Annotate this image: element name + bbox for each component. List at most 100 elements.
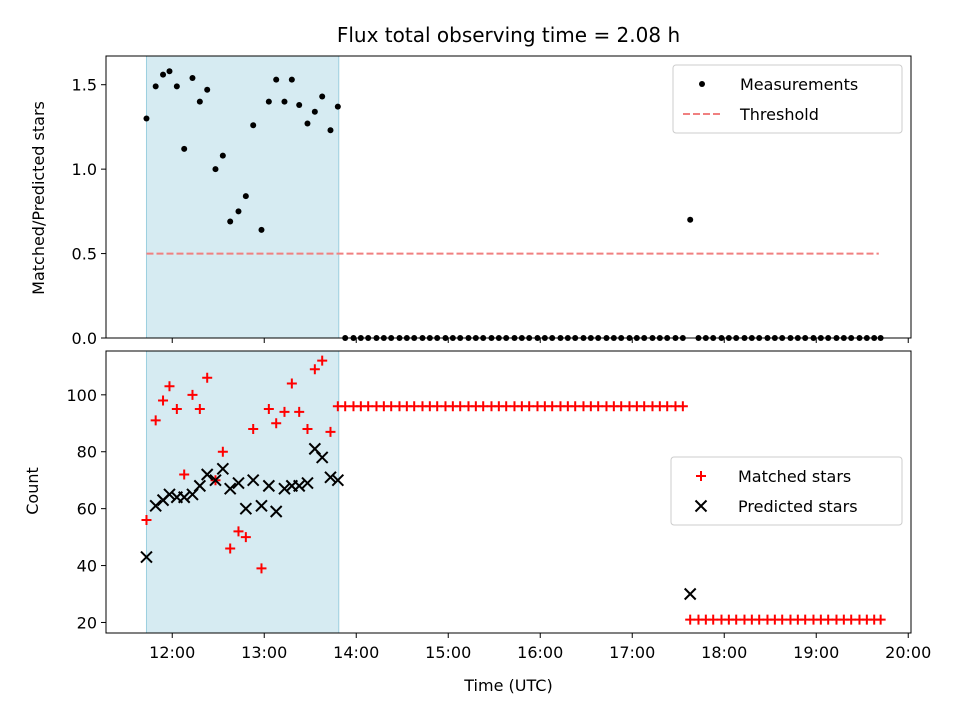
bottom-legend-box (670, 456, 903, 526)
predicted-star-point (209, 473, 222, 487)
top-axes-frame (105, 55, 912, 339)
matched-star-point (194, 404, 205, 415)
legend-matched-label: Matched stars (738, 467, 851, 486)
bottom-axes-frame (105, 350, 912, 634)
matched-star-point (263, 404, 274, 415)
bottom-y-tick-label: 60 (77, 500, 97, 519)
top-legend-box (672, 64, 903, 134)
predicted-star-point (324, 471, 337, 484)
matched-star-point (240, 532, 251, 543)
matched-star-point (248, 423, 259, 434)
top-panel: 0.0 0.5 1.0 1.5 Measurements Threshold (72, 55, 912, 348)
top-y-axis-label: Matched/Predicted stars (29, 101, 48, 295)
measurement-point (296, 101, 303, 108)
top-shaded-region (145, 55, 340, 339)
measurement-point (265, 98, 272, 105)
matched-star-point (309, 364, 320, 375)
predicted-star-point (223, 482, 237, 495)
matched-star-point (202, 372, 213, 383)
matched-star-point (286, 378, 297, 389)
measurement-point (143, 115, 150, 122)
matched-star-point (141, 515, 152, 526)
x-tick-label: 13:00 (241, 643, 287, 662)
predicted-star-point (232, 476, 245, 490)
matched-star-point (233, 526, 244, 537)
measurement-point (166, 68, 173, 75)
matched-star-point (271, 418, 282, 429)
x-axis-label: Time (UTC) (463, 676, 552, 695)
predicted-star-point (683, 587, 697, 601)
measurement-point (304, 120, 311, 127)
matched-star-point (677, 401, 688, 412)
measurement-point (181, 145, 188, 152)
measurement-point (196, 98, 203, 105)
predicted-star-point (262, 479, 276, 493)
matched-star-point (279, 406, 290, 417)
matched-star-point (171, 404, 182, 415)
x-tick-label: 17:00 (609, 643, 655, 662)
x-tick-label: 12:00 (149, 643, 195, 662)
measurement-point (281, 98, 288, 105)
predicted-star-point (216, 462, 230, 476)
predicted-star-point (149, 499, 162, 513)
measurement-point (219, 152, 226, 159)
measurement-point (173, 83, 180, 90)
x-tick-label: 14:00 (333, 643, 379, 662)
chart-title: Flux total observing time = 2.08 h (337, 23, 680, 47)
bottom-y-tick-label: 80 (77, 443, 97, 462)
measurement-point (227, 218, 234, 225)
x-tick-label: 19:00 (793, 643, 839, 662)
matched-star-point (187, 389, 198, 400)
bottom-legend: Matched stars Predicted stars (670, 456, 903, 526)
bottom-y-tick-label: 20 (77, 613, 97, 632)
predicted-star-point (278, 482, 291, 495)
measurement-point (160, 71, 167, 78)
predicted-star-point (246, 473, 260, 487)
matched-star-point (225, 543, 236, 554)
legend-measurements-label: Measurements (740, 75, 858, 94)
x-tick-label: 16:00 (517, 643, 563, 662)
top-y-tick-label: 0.5 (72, 245, 97, 264)
measurement-point (258, 226, 265, 233)
predicted-star-point (315, 451, 329, 464)
matched-star-point (325, 426, 336, 437)
bottom-panel: 20 40 60 80 100 12:00 13:00 14:00 15:00 16:00 17:0… (66, 350, 931, 662)
legend-measurement-marker (699, 81, 705, 87)
measurement-point (242, 193, 249, 200)
measurement-point (687, 216, 694, 223)
bottom-y-tick-label: 100 (66, 386, 97, 405)
measurement-point (288, 76, 295, 83)
matched-star-point (317, 355, 328, 366)
matched-star-point (294, 406, 305, 417)
predicted-star-point (331, 473, 345, 487)
legend-threshold-label: Threshold (739, 105, 819, 124)
matched-star-point (164, 381, 175, 392)
measurement-point (204, 86, 211, 93)
matched-star-point (256, 563, 267, 574)
bottom-y-tick-label: 40 (77, 557, 97, 576)
matched-star-point (875, 614, 886, 625)
matched-star-point (217, 446, 228, 457)
predicted-star-point (163, 488, 176, 501)
measurement-point (273, 76, 280, 83)
predicted-star-point (200, 468, 214, 481)
measurement-point (319, 93, 326, 100)
top-y-tick-label: 1.0 (72, 160, 97, 179)
top-y-tick-label: 1.5 (72, 76, 97, 95)
matched-star-point (150, 415, 161, 426)
measurement-point (327, 127, 334, 134)
bottom-y-axis-label: Count (23, 467, 42, 515)
matched-star-point (158, 395, 169, 406)
x-tick-label: 18:00 (701, 643, 747, 662)
measurement-point (189, 74, 196, 81)
top-y-tick-label: 0.0 (72, 329, 97, 348)
predicted-star-point (177, 491, 191, 504)
measurement-point (235, 208, 242, 215)
legend-predicted-label: Predicted stars (738, 497, 858, 516)
predicted-star-point (255, 499, 268, 513)
measurement-point (250, 122, 257, 129)
predicted-star-point (239, 502, 253, 515)
measurement-point (152, 83, 159, 90)
measurement-point (334, 103, 341, 110)
